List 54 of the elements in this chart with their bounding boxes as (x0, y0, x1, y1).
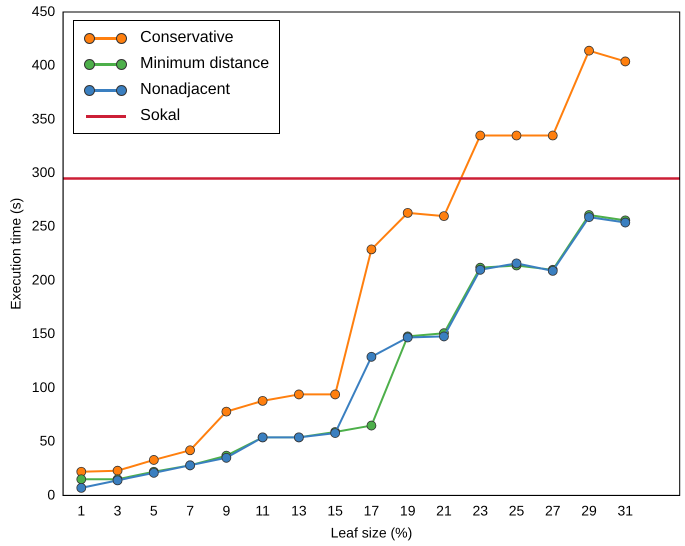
point (620, 56, 630, 66)
y-tick-label: 200 (32, 271, 56, 288)
point (512, 258, 522, 268)
legend-label: Nonadjacent (140, 81, 230, 99)
point (439, 332, 449, 342)
x-tick-label: 29 (581, 502, 598, 519)
y-axis-title: Execution time (s) (7, 198, 24, 310)
x-tick-label: 19 (400, 502, 416, 519)
x-tick-label: 9 (222, 502, 230, 519)
x-tick-label: 3 (114, 502, 122, 519)
point (258, 396, 268, 406)
y-tick-label: 450 (32, 2, 56, 19)
x-tick-label: 7 (186, 502, 194, 519)
point (366, 420, 376, 430)
point (76, 474, 86, 484)
point (584, 46, 594, 56)
x-tick-label: 23 (472, 502, 488, 519)
y-tick-label: 0 (47, 486, 56, 502)
point (366, 352, 376, 362)
point (402, 208, 413, 218)
legend-label: Minimum distance (140, 55, 270, 73)
point (330, 390, 340, 400)
x-tick-label: 31 (618, 502, 634, 519)
x-tick-label: 21 (436, 502, 452, 519)
point (185, 445, 195, 456)
point (221, 406, 232, 417)
legend-label: Conservative (140, 29, 234, 47)
x-tick-label: 13 (291, 502, 307, 519)
point (512, 130, 522, 140)
point (112, 466, 122, 476)
x-tick-label: 15 (327, 502, 344, 519)
point (366, 244, 376, 254)
y-tick-label: 100 (32, 378, 56, 395)
y-tick-label: 300 (32, 164, 56, 180)
y-tick-label: 250 (32, 218, 56, 234)
point (76, 482, 86, 493)
x-tick-label: 17 (364, 502, 380, 519)
y-tick-label: 50 (40, 432, 56, 449)
x-tick-label: 5 (150, 502, 158, 519)
point (148, 455, 159, 465)
x-tick-label: 1 (77, 502, 86, 519)
legend-label: Sokal (140, 107, 180, 125)
y-tick-label: 350 (32, 110, 56, 126)
point (475, 130, 486, 140)
y-tick-label: 150 (32, 325, 56, 342)
point (584, 212, 594, 222)
x-tick-label: 25 (508, 502, 524, 519)
point (294, 390, 304, 400)
y-tick-label: 400 (32, 56, 56, 73)
x-tick-label: 11 (255, 502, 270, 519)
x-axis-title: Leaf size (%) (330, 524, 412, 540)
point (548, 130, 558, 140)
point (439, 211, 449, 221)
x-tick-label: 27 (544, 502, 561, 519)
